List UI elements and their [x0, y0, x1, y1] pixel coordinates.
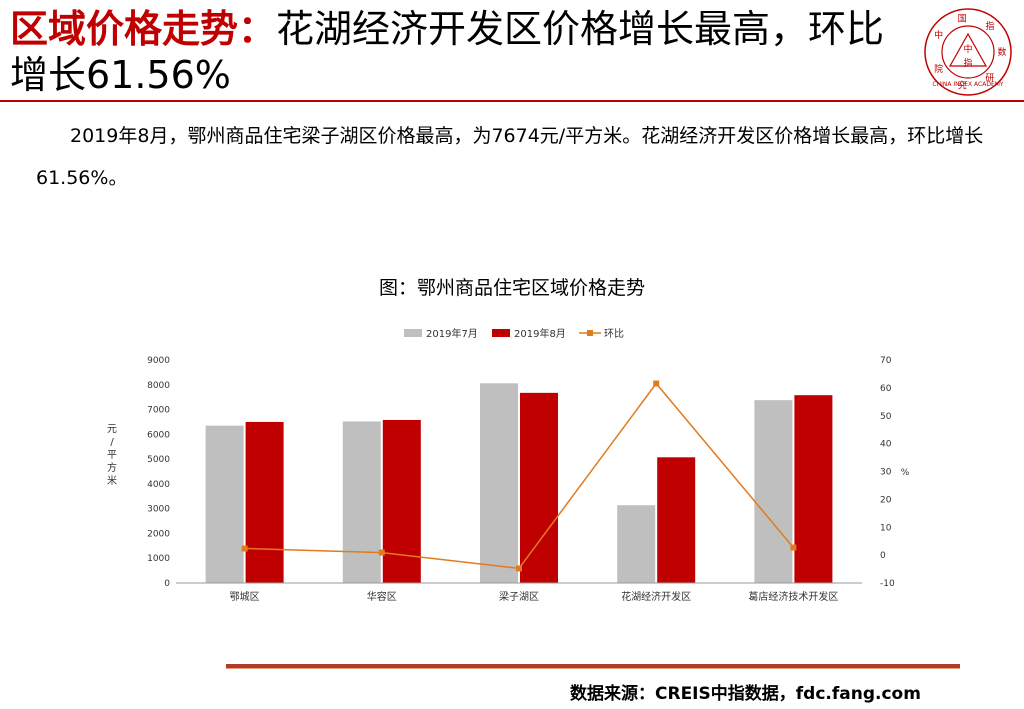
logo-ring-char: 指	[985, 20, 994, 32]
y-tick-label: 4000	[147, 480, 170, 490]
legend-label-jul: 2019年7月	[426, 327, 478, 340]
x-tick-label: 花湖经济开发区	[621, 590, 691, 603]
y-tick-label: 5000	[147, 455, 170, 465]
bar-2019-07	[342, 421, 381, 583]
legend-label-line: 环比	[604, 328, 624, 340]
logo-ring-char: 院	[934, 63, 943, 75]
bar-2019-07	[754, 400, 793, 583]
summary-paragraph: 2019年8月，鄂州商品住宅梁子湖区价格最高，为7674元/平方米。花湖经济开发…	[36, 125, 984, 189]
y2-tick-label: 20	[880, 495, 892, 505]
y2-tick-label: 60	[880, 384, 892, 394]
logo-center-bottom: 指	[963, 57, 972, 69]
logo-english-text: CHINA INDEX ACADEMY	[932, 81, 1004, 88]
y-tick-label: 7000	[147, 406, 170, 416]
bar-2019-07	[480, 383, 518, 583]
logo-ring-char: 数	[997, 46, 1006, 58]
y-tick-label: 1000	[147, 554, 170, 564]
y2-tick-label: 0	[880, 551, 886, 561]
chart-title: 图：鄂州商品住宅区域价格走势	[378, 277, 645, 299]
title-divider	[0, 100, 1024, 102]
price-trend-chart: 2019年7月 2019年8月 环比 0 1000 2000 3000 4000 5000 60…	[107, 327, 910, 603]
chart-legend: 2019年7月 2019年8月 环比	[404, 327, 624, 340]
y-tick-label: 8000	[147, 381, 170, 391]
mom-change-point	[790, 544, 797, 551]
page-title-rest: 花湖经济开发区价格增长最高，环比增长61.56%	[10, 7, 885, 97]
mom-change-point	[516, 565, 522, 572]
y2-tick-label: 50	[880, 412, 892, 422]
y-tick-label: 6000	[147, 430, 170, 440]
y2-tick-label: 40	[880, 440, 892, 450]
bar-2019-08	[382, 419, 421, 583]
y-axis-label: 元/平方米	[107, 424, 117, 487]
mom-change-line	[244, 382, 794, 570]
legend-marker-line	[587, 330, 593, 336]
bar-2019-07	[205, 425, 244, 583]
x-tick-label: 鄂城区	[230, 591, 260, 603]
bar-2019-08	[794, 395, 833, 583]
data-source: 数据来源：CREIS中指数据，fdc.fang.com	[570, 684, 921, 704]
y2-tick-label: 30	[880, 468, 892, 478]
x-tick-label: 华容区	[367, 590, 397, 603]
y2-tick-label: -10	[880, 579, 895, 589]
footer-divider	[226, 664, 960, 669]
y-tick-label: 3000	[147, 505, 170, 515]
mom-change-point	[378, 549, 385, 556]
y2-axis-label: %	[901, 468, 910, 478]
bar-2019-08	[245, 421, 284, 583]
logo-ring-char: 研	[985, 73, 994, 84]
y-tick-label: 2000	[147, 529, 170, 539]
y-tick-label: 0	[164, 579, 170, 589]
y2-tick-label: 70	[880, 356, 892, 366]
logo-ring-char: 中	[934, 29, 943, 41]
bar-2019-08	[520, 392, 558, 583]
legend-swatch-aug	[492, 329, 510, 337]
bar-2019-08	[657, 457, 696, 583]
legend-swatch-jul	[404, 329, 422, 337]
mom-change-point	[653, 380, 660, 387]
logo-ring-char: 究	[958, 80, 967, 92]
page-title-highlight: 区域价格走势：	[10, 7, 277, 51]
y-tick-label: 9000	[147, 356, 170, 366]
x-tick-label: 梁子湖区	[499, 590, 539, 603]
x-tick-label: 葛店经济技术开发区	[748, 590, 838, 603]
mom-change-point	[241, 545, 248, 552]
bar-2019-07	[617, 505, 656, 583]
legend-label-aug: 2019年8月	[514, 327, 566, 340]
page-title: 区域价格走势：花湖经济开发区价格增长最高，环比增长61.56%	[10, 6, 910, 98]
logo-ring-char: 国	[958, 14, 967, 25]
logo-center-top: 中	[963, 43, 972, 55]
y2-tick-label: 10	[880, 523, 892, 533]
